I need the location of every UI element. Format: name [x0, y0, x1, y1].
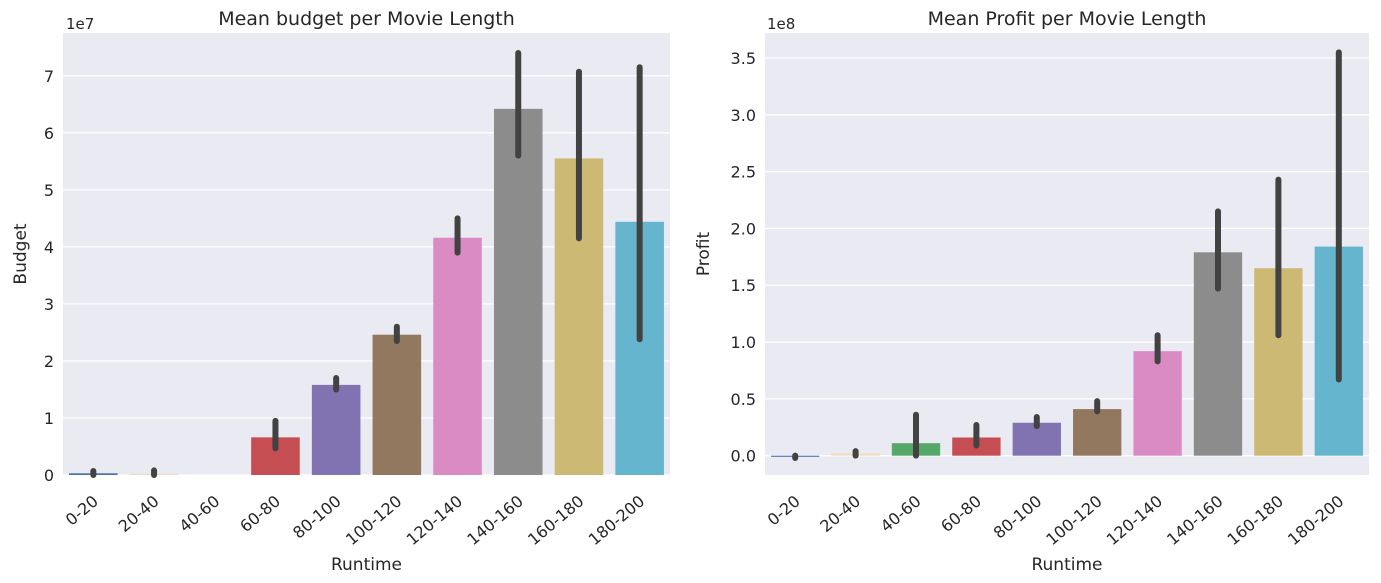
budget-x-tick-label: 160-180 [524, 492, 587, 550]
profit-x-tick-label: 80-100 [990, 492, 1046, 543]
profit-y-axis-label: Profit [694, 231, 714, 276]
profit-chart-title: Mean Profit per Movie Length [928, 8, 1207, 30]
profit-x-tick-label: 60-80 [937, 492, 985, 536]
profit-y-tick-labels: 0.0 0.5 1.0 1.5 2.0 2.5 3.0 3.5 [731, 49, 756, 466]
budget-x-tick-labels: 0-20 20-40 40-60 60-80 80-100100-120120-1401… [62, 492, 648, 550]
budget-x-axis-label: Runtime [331, 555, 402, 575]
profit-x-tick-label: 140-160 [1163, 492, 1226, 550]
budget-y-tick-label: 3 [44, 295, 54, 314]
budget-x-tick-label: 60-80 [236, 492, 284, 536]
budget-x-tick-label: 120-140 [403, 492, 466, 550]
budget-x-tick-label: 40-60 [175, 492, 223, 536]
profit-y-tick-label: 3.5 [731, 49, 756, 68]
budget-y-tick-label: 7 [44, 67, 54, 86]
budget-y-tick-label: 6 [44, 124, 54, 143]
profit-y-tick-label: 0.5 [731, 390, 756, 409]
budget-y-tick-label: 1 [44, 409, 54, 428]
profit-x-axis-label: Runtime [1031, 555, 1102, 575]
budget-chart-title: Mean budget per Movie Length [218, 8, 515, 30]
profit-chart: 0.0 0.5 1.0 1.5 2.0 2.5 3.0 3.5 0-20 20-40 40-60 6… [694, 8, 1369, 575]
profit-y-tick-label: 0.0 [731, 447, 756, 466]
profit-error-bars [792, 49, 1342, 461]
profit-x-tick-labels: 0-20 20-40 40-60 60-80 80-100100-120120-1401… [764, 492, 1348, 550]
budget-chart: 0 1 2 3 4 5 6 7 0-20 20-40 40-60 60-80 80-100100-12… [11, 8, 670, 575]
budget-bar-120-140 [433, 237, 482, 475]
profit-x-tick-label: 100-120 [1042, 492, 1105, 550]
budget-error-bars [90, 49, 643, 478]
profit-bar-100-120 [1073, 409, 1122, 456]
budget-bars [69, 108, 664, 476]
profit-y-tick-label: 1.5 [731, 276, 756, 295]
profit-x-tick-label: 180-200 [1284, 492, 1347, 550]
budget-x-tick-label: 0-20 [62, 492, 102, 530]
profit-y-tick-label: 2.5 [731, 163, 756, 182]
budget-y-tick-label: 0 [44, 466, 54, 485]
budget-x-tick-label: 100-120 [342, 492, 405, 550]
budget-x-tick-label: 140-160 [463, 492, 526, 550]
budget-x-tick-label: 180-200 [585, 492, 648, 550]
profit-y-tick-label: 1.0 [731, 333, 756, 352]
profit-x-tick-label: 120-140 [1103, 492, 1166, 550]
budget-x-tick-label: 80-100 [289, 492, 345, 543]
budget-y-tick-label: 5 [44, 181, 54, 200]
budget-y-tick-label: 2 [44, 352, 54, 371]
profit-x-tick-label: 20-40 [816, 492, 864, 536]
profit-y-tick-label: 2.0 [731, 219, 756, 238]
profit-x-tick-label: 160-180 [1224, 492, 1287, 550]
profit-scale-label: 1e8 [767, 15, 795, 33]
budget-y-axis-label: Budget [11, 223, 31, 284]
profit-bar-120-140 [1133, 351, 1182, 456]
budget-x-tick-label: 20-40 [115, 492, 163, 536]
profit-x-tick-label: 40-60 [877, 492, 925, 536]
budget-y-tick-labels: 0 1 2 3 4 5 6 7 [44, 67, 54, 485]
profit-x-tick-label: 0-20 [764, 492, 804, 530]
profit-y-tick-label: 3.0 [731, 106, 756, 125]
budget-scale-label: 1e7 [66, 15, 94, 33]
budget-bar-140-160 [493, 108, 543, 475]
budget-bar-80-100 [311, 384, 361, 475]
budget-bar-100-120 [372, 334, 422, 475]
budget-y-tick-label: 4 [44, 238, 54, 257]
